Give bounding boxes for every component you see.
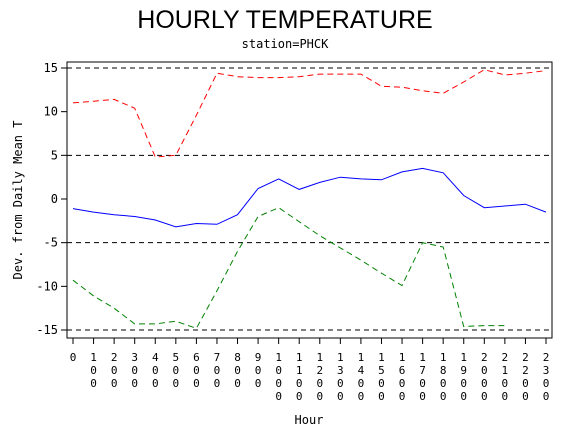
series-line [72,207,505,329]
y-axis: -15 -10 -5 0 5 10 15 [36,61,67,337]
y-tick-label: 15 [44,61,58,75]
plot-frame [66,61,553,339]
chart-title: HOURLY TEMPERATURE [137,6,433,34]
y-tick-label: -15 [36,323,58,337]
y-tick-label: -5 [44,236,58,250]
x-axis-label: Hour [295,413,324,427]
series-group [72,69,547,329]
y-axis-label: Dev. from Daily Mean T [11,121,25,280]
chart-subtitle: station=PHCK [241,37,329,51]
y-tick-label: 5 [51,148,58,162]
reference-lines [67,67,552,331]
y-tick-label: 10 [44,105,58,119]
series-line [72,167,547,228]
x-tick-label: 0 [70,351,77,364]
series-line [72,69,547,158]
x-axis: 0 1 0 0 2 0 0 3 0 0 4 0 0 5 0 0 6 0 0 7 0 0 8 0 0 9 0 0 1 0 0 0 1 1 0 0 1 2 0 0… [70,338,550,403]
y-tick-label: -10 [36,279,58,293]
y-tick-label: 0 [51,192,58,206]
